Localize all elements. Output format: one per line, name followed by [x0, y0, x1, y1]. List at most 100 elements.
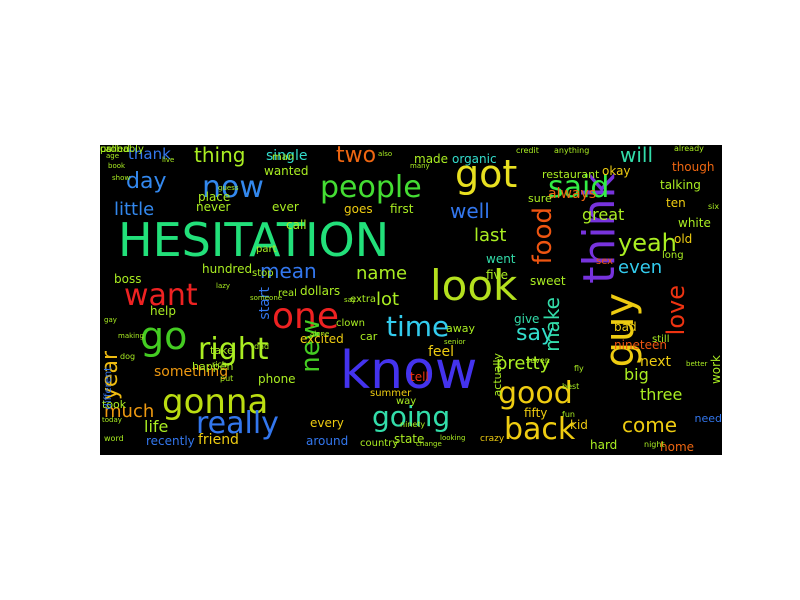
- word-anything: anything: [554, 146, 590, 155]
- word-three: three: [640, 385, 683, 404]
- word-going: going: [372, 400, 451, 433]
- word-fly: fly: [574, 364, 584, 373]
- word-different: different: [103, 367, 114, 410]
- word-say: say: [516, 321, 554, 346]
- word-phone: phone: [258, 372, 296, 386]
- word-fun: fun: [562, 410, 575, 419]
- word-already: already: [674, 145, 704, 153]
- word-gay: gay: [104, 316, 117, 324]
- word-night: night: [644, 440, 665, 449]
- word-thank: thank: [128, 145, 171, 163]
- word-though: though: [672, 160, 715, 174]
- word-lazy: lazy: [216, 282, 231, 290]
- word-old: old: [674, 232, 693, 246]
- word-someone: someone: [250, 294, 283, 302]
- word-single: single: [266, 148, 308, 164]
- word-show: show: [112, 174, 131, 182]
- word-seven: seven: [526, 356, 550, 365]
- word-country: country: [360, 438, 399, 449]
- word-sure: sure: [528, 192, 552, 205]
- word-little: little: [114, 199, 155, 220]
- word-book: book: [108, 162, 126, 170]
- word-looking: looking: [440, 434, 466, 442]
- word-give: give: [514, 312, 540, 326]
- word-called: called: [100, 145, 130, 155]
- word-mean: mean: [260, 259, 317, 283]
- word-great: great: [582, 205, 625, 224]
- word-really: really: [196, 406, 279, 441]
- word-dollars: dollars: [300, 284, 341, 298]
- word-rich: rich: [212, 360, 227, 369]
- word-excited: excited: [300, 332, 344, 346]
- word-much: much: [104, 401, 155, 422]
- word-live: live: [162, 156, 175, 164]
- word-feel: feel: [428, 344, 455, 360]
- word-help: help: [150, 304, 176, 318]
- word-start: start: [257, 287, 273, 320]
- word-five: five: [486, 268, 509, 282]
- word-one: one: [272, 296, 339, 337]
- word-fifty: fifty: [524, 406, 548, 420]
- word-place: place: [198, 190, 231, 204]
- word-guess: guess: [218, 184, 239, 192]
- word-know: know: [340, 341, 478, 401]
- word-probably: probably: [100, 145, 144, 155]
- word-cloud-canvas: HESITATION know look think got people said now o…: [100, 145, 722, 455]
- word-friend: friend: [198, 432, 239, 448]
- word-even: even: [618, 257, 663, 278]
- word-kid: kid: [570, 418, 588, 432]
- word-last: last: [474, 225, 507, 246]
- word-call: call: [286, 218, 307, 232]
- word-crazy: crazy: [480, 434, 505, 444]
- word-man: man: [272, 152, 295, 163]
- word-tell: tell: [410, 370, 429, 384]
- word-well: well: [450, 199, 490, 223]
- word-thing: thing: [194, 145, 246, 167]
- word-ever: ever: [272, 200, 299, 214]
- word-bad: bad: [614, 320, 637, 334]
- word-alone: alone: [310, 330, 330, 338]
- word-got: got: [455, 152, 518, 196]
- word-many: many: [410, 162, 430, 170]
- word-still: still: [652, 334, 670, 345]
- word-nineteen: nineteen: [614, 338, 668, 352]
- word-part: part: [256, 244, 277, 255]
- word-car: car: [360, 330, 378, 343]
- word-will: will: [620, 145, 654, 167]
- word-right: right: [198, 332, 269, 367]
- word-big: big: [624, 365, 649, 384]
- word-day: day: [126, 169, 167, 194]
- word-actually: actually: [491, 353, 504, 397]
- word-next: next: [640, 354, 672, 370]
- word-back: back: [504, 412, 576, 447]
- word-said: said: [548, 170, 610, 205]
- word-dog: dog: [120, 352, 136, 361]
- word-senior: senior: [444, 338, 466, 346]
- word-hard: hard: [590, 438, 618, 452]
- word-food: food: [528, 207, 558, 265]
- word-extra: extra: [350, 294, 377, 305]
- word-first: first: [390, 202, 414, 216]
- word-always: always: [548, 186, 597, 202]
- word-ten: ten: [666, 196, 686, 210]
- word-say: say: [344, 296, 357, 304]
- word-lot: lot: [376, 289, 400, 310]
- word-making: making: [118, 332, 144, 340]
- word-stop: stop: [252, 268, 274, 279]
- word-sex: sex: [596, 256, 614, 267]
- word-credit: credit: [516, 146, 539, 155]
- word-real: real: [278, 288, 297, 299]
- word-time: time: [386, 310, 450, 343]
- word-clown: clown: [336, 318, 365, 329]
- word-good: good: [498, 376, 573, 411]
- word-restaurant: restaurant: [542, 168, 600, 181]
- word-around: around: [306, 434, 349, 448]
- word-talking: talking: [660, 178, 701, 192]
- word-dad: dad: [254, 342, 270, 351]
- word-ninety: ninety: [400, 420, 426, 429]
- word-today: today: [102, 416, 122, 424]
- word-us: us: [100, 145, 112, 155]
- word-want: want: [124, 278, 198, 313]
- word-six: six: [708, 202, 720, 211]
- word-name: name: [356, 263, 408, 284]
